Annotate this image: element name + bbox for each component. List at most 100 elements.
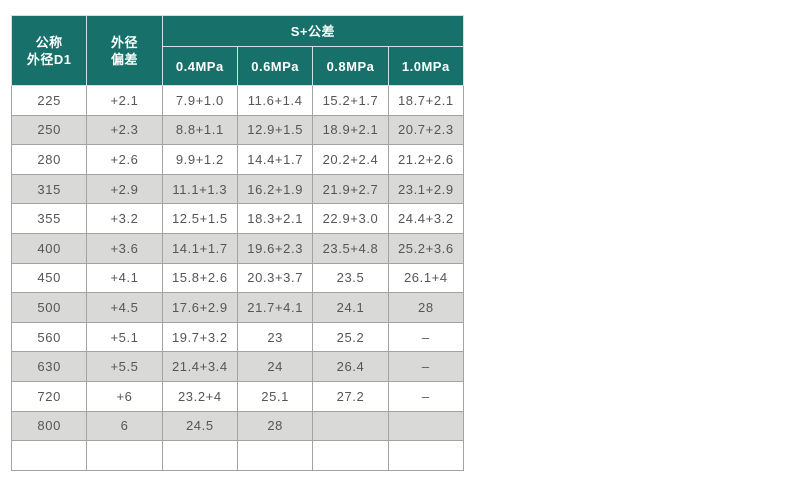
table-cell: +4.5 bbox=[86, 292, 163, 323]
table-cell: 280 bbox=[10, 144, 88, 175]
table-cell: +5.1 bbox=[86, 321, 163, 353]
table-cell: 20.2+2.4 bbox=[312, 144, 389, 175]
table-cell: 19.7+3.2 bbox=[161, 321, 238, 353]
table-cell: +3.2 bbox=[86, 203, 163, 234]
table-row bbox=[10, 440, 465, 471]
table-cell: 24 bbox=[236, 351, 314, 382]
header-nominal-od: 公称 外径D1 bbox=[10, 15, 88, 86]
header-od-deviation-line1: 外径 bbox=[110, 34, 138, 50]
header-row-pressures: 0.4MPa 0.6MPa 0.8MPa 1.0MPa bbox=[12, 46, 465, 86]
table-cell: 28 bbox=[387, 292, 465, 323]
table-cell: 27.2 bbox=[312, 380, 389, 412]
table-cell: 6 bbox=[86, 410, 163, 442]
table-cell: 25.2 bbox=[312, 321, 389, 353]
table-cell bbox=[236, 440, 314, 471]
table-cell: +3.6 bbox=[86, 232, 163, 264]
table-cell: +6 bbox=[86, 380, 163, 412]
table-cell bbox=[312, 440, 389, 471]
spec-table-body: 225 +2.1 7.9+1.0 11.6+1.4 15.2+1.7 18.7+2.1 25… bbox=[10, 85, 465, 471]
table-cell bbox=[387, 440, 465, 471]
table-cell: 8.8+1.1 bbox=[161, 114, 238, 146]
table-cell bbox=[10, 440, 88, 471]
table-cell bbox=[161, 440, 238, 471]
table-cell: 20.3+3.7 bbox=[236, 262, 314, 294]
header-row-top: 公称 外径D1 外径 偏差 S+公差 bbox=[10, 15, 465, 86]
table-cell: 23 bbox=[236, 321, 314, 353]
table-cell: 355 bbox=[10, 203, 88, 234]
table-cell: 12.9+1.5 bbox=[236, 114, 314, 146]
table-cell: 18.3+2.1 bbox=[236, 203, 314, 234]
table-cell: 21.9+2.7 bbox=[312, 173, 389, 205]
header-nominal-od-line1: 公称 bbox=[35, 34, 63, 50]
table-cell: 21.7+4.1 bbox=[236, 292, 314, 323]
table-row: 720 +6 23.2+4 25.1 27.2– bbox=[10, 380, 465, 412]
table-cell: – bbox=[387, 380, 465, 412]
table-cell: +4.1 bbox=[86, 262, 163, 294]
header-pressure-0-8mpa: 0.8MPa bbox=[312, 46, 389, 86]
table-cell: 23.1+2.9 bbox=[387, 173, 465, 205]
table-cell: +2.9 bbox=[86, 173, 163, 205]
table-cell: 25.2+3.6 bbox=[387, 232, 465, 264]
table-cell: 26.4 bbox=[312, 351, 389, 382]
table-cell: 28 bbox=[236, 410, 314, 442]
table-cell: 630 bbox=[10, 351, 88, 382]
table-row: 560 +5.1 19.7+3.2 23 25.2– bbox=[10, 321, 465, 353]
header-pressure-1-0mpa: 1.0MPa bbox=[387, 46, 465, 86]
table-cell: 18.7+2.1 bbox=[387, 85, 465, 116]
table-cell: 16.2+1.9 bbox=[236, 173, 314, 205]
header-pressure-0-4mpa: 0.4MPa bbox=[161, 46, 238, 86]
table-cell: +5.5 bbox=[86, 351, 163, 382]
table-cell: 11.1+1.3 bbox=[161, 173, 238, 205]
table-row: 225 +2.1 7.9+1.0 11.6+1.4 15.2+1.7 18.7+2.1 bbox=[10, 85, 465, 116]
table-cell: 14.4+1.7 bbox=[236, 144, 314, 175]
table-cell bbox=[312, 410, 389, 442]
table-cell: 250 bbox=[10, 114, 88, 146]
table-row: 450 +4.1 15.8+2.6 20.3+3.7 23.5 26.1+4 bbox=[10, 262, 465, 294]
table-cell: 15.2+1.7 bbox=[312, 85, 389, 116]
table-cell: 12.5+1.5 bbox=[161, 203, 238, 234]
table-cell: 500 bbox=[10, 292, 88, 323]
table-cell: +2.1 bbox=[86, 85, 163, 116]
table-cell: 23.2+4 bbox=[161, 380, 238, 412]
table-row: 315 +2.9 11.1+1.3 16.2+1.9 21.9+2.7 23.1+2.9 bbox=[10, 173, 465, 205]
table-cell: 720 bbox=[10, 380, 88, 412]
table-cell: 24.1 bbox=[312, 292, 389, 323]
table-cell: – bbox=[387, 351, 465, 382]
table-cell: 17.6+2.9 bbox=[161, 292, 238, 323]
table-cell: 7.9+1.0 bbox=[161, 85, 238, 116]
table-cell: 25.1 bbox=[236, 380, 314, 412]
header-od-deviation: 外径 偏差 bbox=[86, 15, 163, 86]
table-cell: 315 bbox=[10, 173, 88, 205]
table-cell bbox=[387, 410, 465, 442]
table-cell: 21.4+3.4 bbox=[161, 351, 238, 382]
header-od-deviation-line2: 偏差 bbox=[110, 51, 138, 67]
table-row: 630 +5.5 21.4+3.4 24 26.4– bbox=[10, 351, 465, 382]
table-cell: 800 bbox=[10, 410, 88, 442]
table-cell: 24.4+3.2 bbox=[387, 203, 465, 234]
table-cell: 15.8+2.6 bbox=[161, 262, 238, 294]
spec-table-header: 公称 外径D1 外径 偏差 S+公差 0.4MPa 0.6MPa 0.8MPa … bbox=[10, 15, 465, 86]
header-nominal-od-line2: 外径D1 bbox=[26, 51, 72, 67]
table-cell: 9.9+1.2 bbox=[161, 144, 238, 175]
table-row: 250 +2.3 8.8+1.1 12.9+1.5 18.9+2.1 20.7+2.3 bbox=[10, 114, 465, 146]
table-row: 355 +3.2 12.5+1.5 18.3+2.1 22.9+3.0 24.4+3.2 bbox=[10, 203, 465, 234]
table-row: 500 +4.5 17.6+2.9 21.7+4.1 24.1 28 bbox=[10, 292, 465, 323]
table-row: 280 +2.6 9.9+1.2 14.4+1.7 20.2+2.4 21.2+2.6 bbox=[10, 144, 465, 175]
table-cell: 14.1+1.7 bbox=[161, 232, 238, 264]
table-cell: 26.1+4 bbox=[387, 262, 465, 294]
table-cell: 23.5 bbox=[312, 262, 389, 294]
table-cell: 18.9+2.1 bbox=[312, 114, 389, 146]
table-cell: 21.2+2.6 bbox=[387, 144, 465, 175]
table-cell: 225 bbox=[10, 85, 88, 116]
table-cell: 24.5 bbox=[161, 410, 238, 442]
spec-table: 公称 外径D1 外径 偏差 S+公差 0.4MPa 0.6MPa 0.8MPa … bbox=[10, 15, 465, 471]
table-cell: 11.6+1.4 bbox=[236, 85, 314, 116]
table-cell: 22.9+3.0 bbox=[312, 203, 389, 234]
table-cell: 20.7+2.3 bbox=[387, 114, 465, 146]
table-cell: +2.3 bbox=[86, 114, 163, 146]
table-row: 800 6 24.5 28 bbox=[10, 410, 465, 442]
table-cell: 450 bbox=[10, 262, 88, 294]
table-cell: – bbox=[387, 321, 465, 353]
table-cell: 23.5+4.8 bbox=[312, 232, 389, 264]
